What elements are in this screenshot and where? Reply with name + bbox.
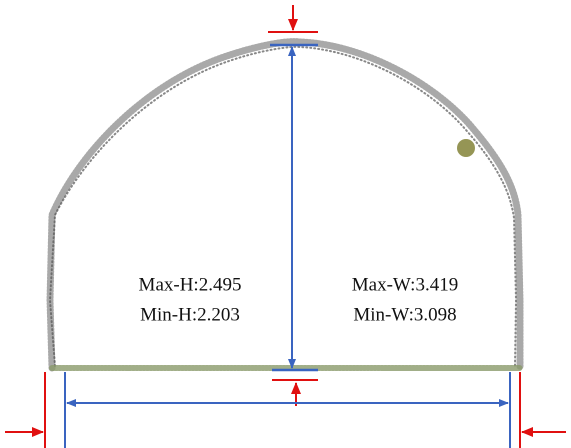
width-label: Max-W:3.419	[352, 274, 458, 295]
width-label: Min-W:3.098	[353, 304, 456, 325]
height-dimension	[268, 5, 318, 406]
diagram: Max-H:2.495 Min-H:2.203 Max-W:3.419 Min-…	[0, 0, 571, 448]
height-label: Min-H:2.203	[140, 304, 240, 325]
height-label: Max-H:2.495	[139, 274, 242, 295]
width-dimension	[5, 372, 566, 448]
